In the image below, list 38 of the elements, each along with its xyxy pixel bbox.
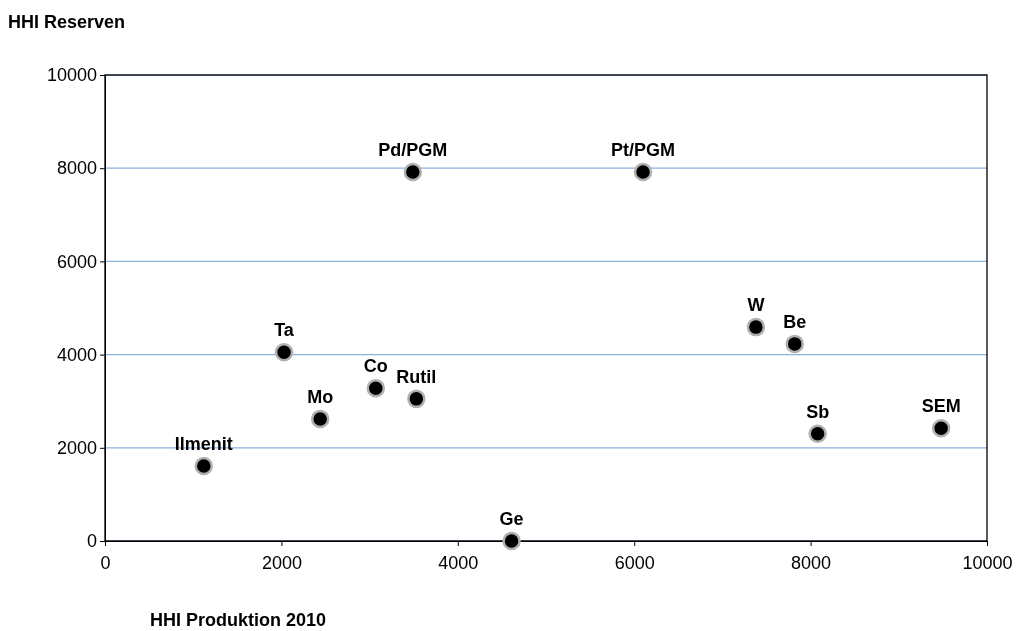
point: [502, 531, 521, 551]
x-tick-label: 4000: [438, 552, 479, 573]
point: [403, 162, 423, 182]
point: [407, 389, 426, 409]
point: [366, 378, 386, 398]
point: [808, 424, 827, 444]
point: [633, 162, 653, 182]
x-tick-label: 10000: [962, 552, 1013, 573]
annotation: W: [747, 295, 765, 316]
annotation: Ta: [274, 320, 295, 341]
x-tick-label: 6000: [614, 552, 655, 573]
y-tick-label: 4000: [56, 344, 97, 365]
point: [310, 409, 330, 429]
point: [274, 343, 294, 362]
annotation: Mo: [307, 386, 334, 407]
y-tick-label: 10000: [46, 65, 97, 86]
annotation: Pt/PGM: [611, 139, 676, 160]
annotation: Rutil: [396, 366, 437, 387]
point: [746, 317, 766, 337]
annotation: Ge: [499, 509, 524, 529]
y-axis-title: HHI Reserven: [8, 12, 126, 32]
y-tick-label: 8000: [56, 158, 97, 179]
annotation: Sb: [806, 401, 830, 422]
y-tick-label: 0: [86, 531, 97, 552]
x-tick-label: 2000: [261, 552, 302, 573]
annotation: Be: [783, 311, 807, 332]
annotation: Co: [363, 356, 388, 377]
point: [931, 418, 951, 438]
x-tick-label: 0: [100, 552, 111, 573]
point: [785, 334, 804, 354]
annotation: Ilmenit: [174, 433, 233, 454]
x-tick-label: 8000: [791, 552, 832, 573]
annotation: Pd/PGM: [378, 139, 448, 160]
annotation: SEM: [921, 396, 961, 417]
point: [194, 456, 214, 476]
x-axis-title: HHI Produktion 2010: [150, 610, 327, 630]
y-tick-label: 6000: [56, 251, 97, 272]
y-tick-label: 2000: [56, 438, 97, 459]
